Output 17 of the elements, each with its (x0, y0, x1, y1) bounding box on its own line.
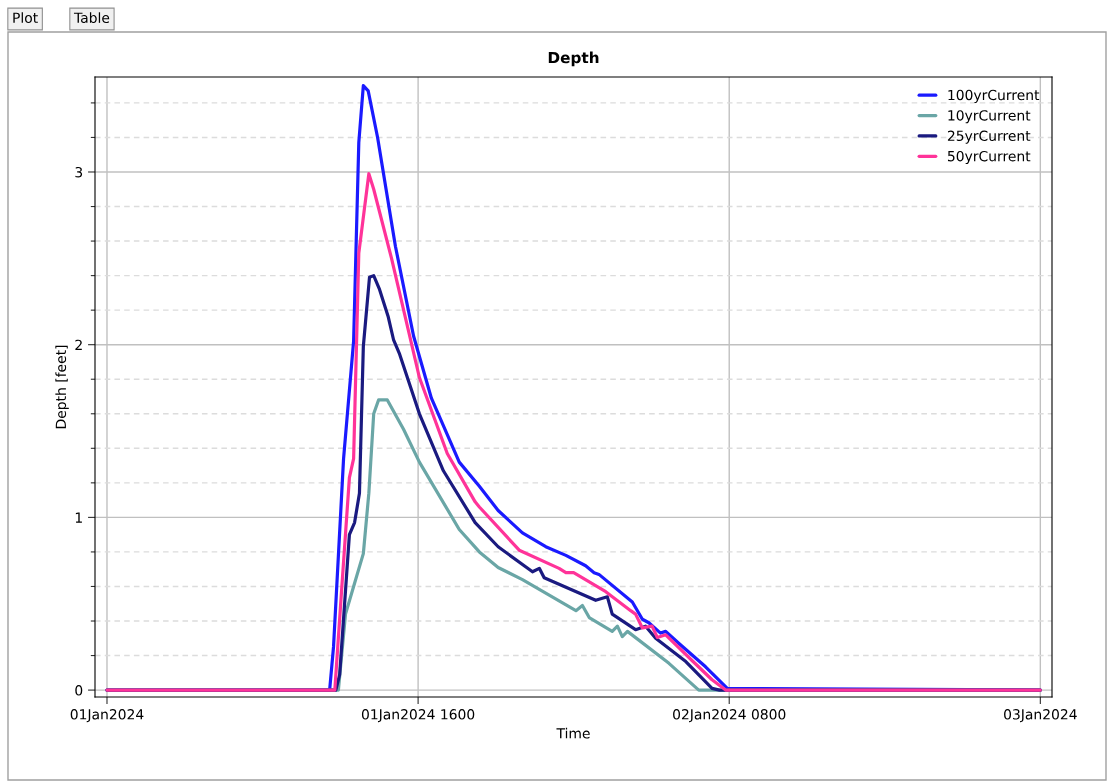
legend-label: 25yrCurrent (947, 130, 1031, 144)
legend-label: 50yrCurrent (947, 150, 1031, 165)
y-tick-label: 1 (75, 512, 82, 523)
x-axis-title: Time (556, 727, 590, 739)
y-tick-label: 2 (75, 339, 82, 350)
chart-title: Depth (548, 51, 599, 67)
y-tick-label: 3 (75, 166, 83, 178)
text: Plot (13, 12, 38, 24)
x-tick-label: 03Jan2024 (1004, 709, 1077, 723)
x-tick-label: 02Jan2024 0800 (673, 709, 786, 723)
y-axis-title: Depth [feet] (55, 345, 69, 429)
legend-label: 100yrCurrent (948, 89, 1040, 103)
legend-label: 10yrCurrent (948, 110, 1031, 124)
x-tick-label: 01Jan2024 1600 (361, 709, 475, 723)
x-tick-label: 01Jan2024 (70, 709, 144, 723)
text: Table (73, 12, 110, 24)
y-tick-label: 0 (75, 685, 83, 696)
